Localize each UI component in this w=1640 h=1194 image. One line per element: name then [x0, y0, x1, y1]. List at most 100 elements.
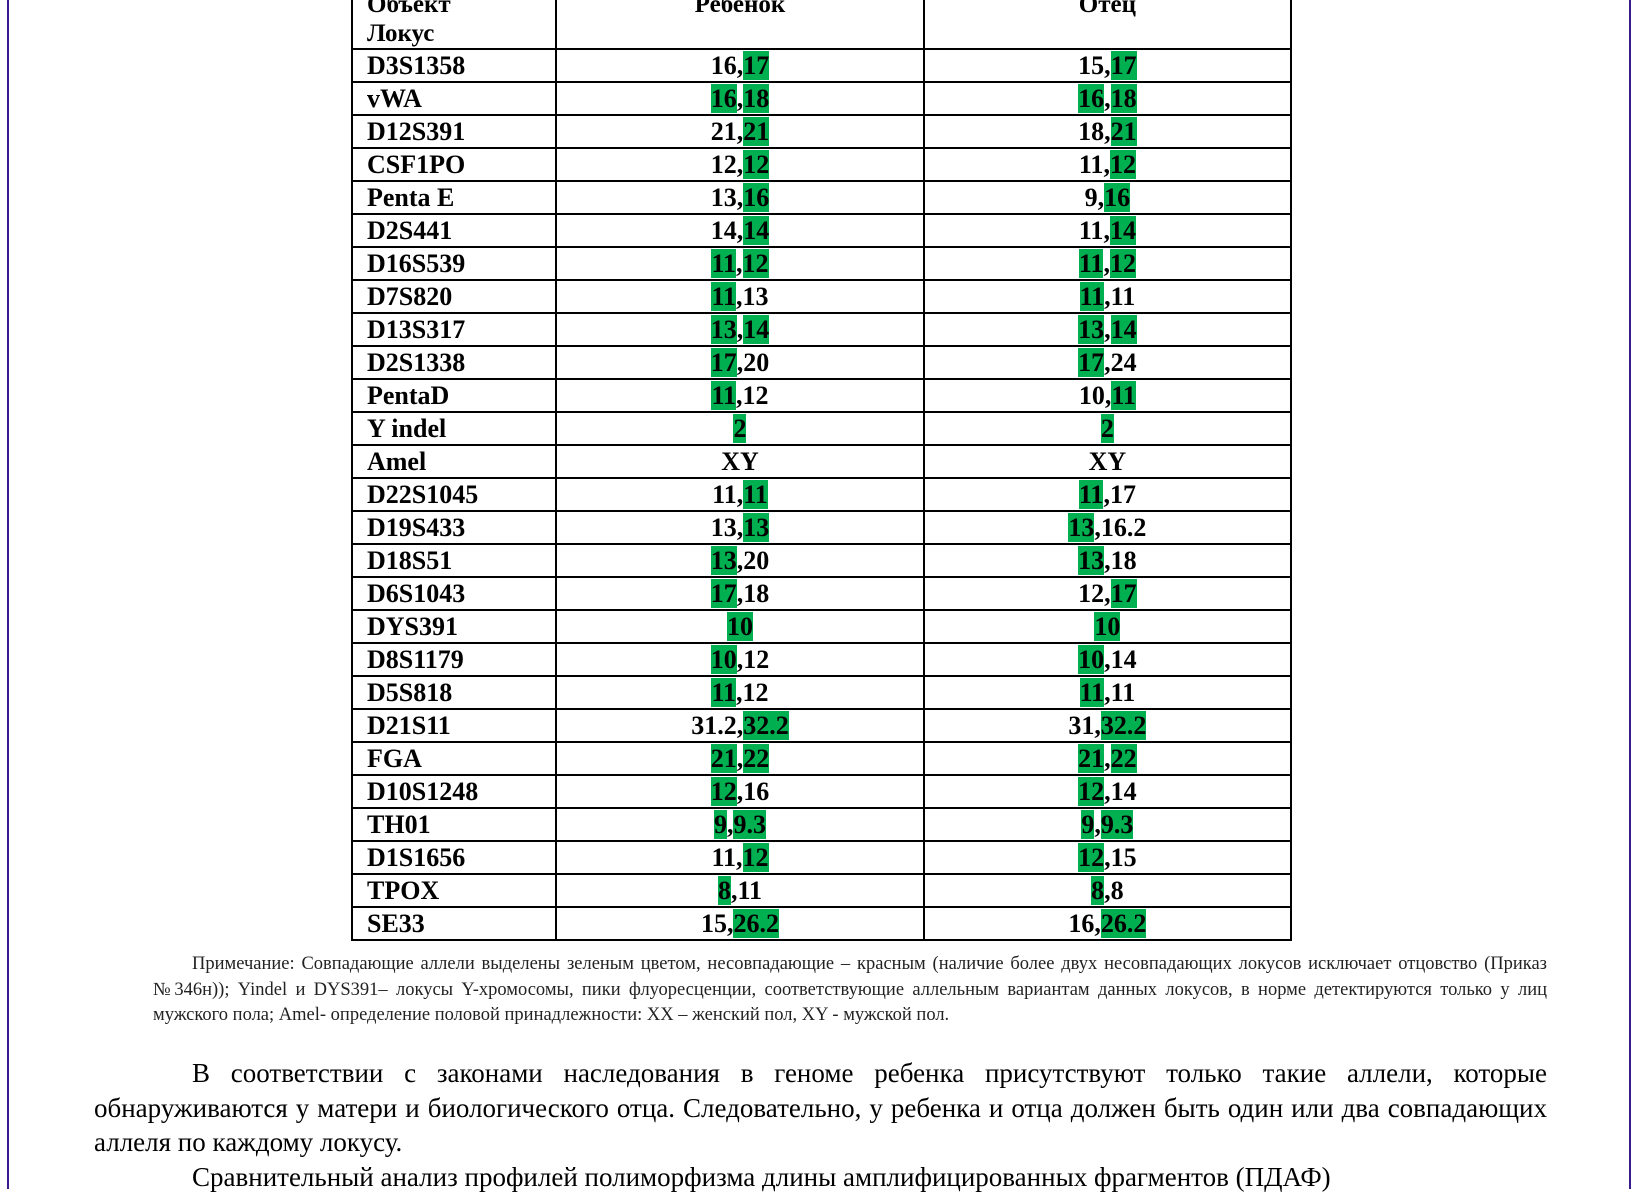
allele-match: 12 [743, 249, 769, 278]
allele-separator: , [1103, 150, 1110, 179]
paragraph: В соответствии с законами наследования в… [94, 1056, 1547, 1160]
child-alleles-cell: 12,16 [556, 775, 924, 808]
allele-match: 17 [1111, 579, 1137, 608]
allele-match: 12 [1110, 150, 1136, 179]
allele: 20 [743, 348, 769, 377]
allele: 14 [711, 216, 737, 245]
allele: XY [1089, 447, 1127, 476]
allele-match: 2 [1101, 414, 1114, 443]
allele-match: 16 [743, 183, 769, 212]
allele-match: 9.3 [1101, 810, 1134, 839]
allele-match: 13 [711, 546, 737, 575]
locus-cell: D12S391 [352, 115, 556, 148]
child-alleles-cell: 21,22 [556, 742, 924, 775]
allele-match: 21 [1111, 117, 1137, 146]
allele-match: 22 [1111, 744, 1137, 773]
allele: 9 [1085, 183, 1098, 212]
child-alleles-cell: 11,12 [556, 841, 924, 874]
allele-match: 14 [743, 216, 769, 245]
child-alleles-cell: 16,17 [556, 49, 924, 82]
father-alleles-cell: 13,16.2 [924, 511, 1291, 544]
locus-cell: TH01 [352, 808, 556, 841]
header-locus-label: Локус [367, 20, 434, 47]
allele: 12 [743, 645, 769, 674]
allele: 12 [743, 678, 769, 707]
locus-cell: D2S1338 [352, 346, 556, 379]
allele: 15 [701, 909, 727, 938]
allele-match: 9 [714, 810, 727, 839]
locus-cell: D21S11 [352, 709, 556, 742]
locus-cell: Amel [352, 445, 556, 478]
allele: 12 [1078, 579, 1104, 608]
allele-match: 22 [743, 744, 769, 773]
header-object-label: Объект [367, 0, 451, 18]
allele-separator: , [736, 249, 743, 278]
allele: 11 [1111, 678, 1136, 707]
allele-match: 10 [1094, 612, 1120, 641]
locus-cell: D19S433 [352, 511, 556, 544]
father-alleles-cell: 12,17 [924, 577, 1291, 610]
child-alleles-cell: 31.2,32.2 [556, 709, 924, 742]
allele-match: 17 [1078, 348, 1104, 377]
locus-cell: D2S441 [352, 214, 556, 247]
allele-match: 13 [711, 315, 737, 344]
allele-match: 14 [743, 315, 769, 344]
locus-cell: D22S1045 [352, 478, 556, 511]
allele-match: 17 [743, 51, 769, 80]
allele: 15 [1078, 51, 1104, 80]
allele: 11 [711, 843, 736, 872]
header-child: Ребенок [556, 0, 924, 49]
allele-match: 16 [1104, 183, 1130, 212]
father-alleles-cell: 8,8 [924, 874, 1291, 907]
father-alleles-cell: 11,12 [924, 148, 1291, 181]
locus-cell: Penta E [352, 181, 556, 214]
father-alleles-cell: 12,15 [924, 841, 1291, 874]
child-alleles-cell: 21,21 [556, 115, 924, 148]
allele: 16.2 [1101, 513, 1147, 542]
page-frame-right [1629, 0, 1631, 1189]
allele: 12 [743, 381, 769, 410]
father-alleles-cell: 13,14 [924, 313, 1291, 346]
allele-match: 8 [1091, 876, 1104, 905]
allele-match: 13 [743, 513, 769, 542]
child-alleles-cell: 13,16 [556, 181, 924, 214]
locus-cell: SE33 [352, 907, 556, 940]
allele-separator: , [1094, 810, 1101, 839]
allele-match: 11 [1111, 381, 1136, 410]
father-alleles-cell: 10,11 [924, 379, 1291, 412]
allele-separator: , [1104, 84, 1111, 113]
allele-match: 11 [1079, 480, 1104, 509]
allele-match: 8 [718, 876, 731, 905]
allele-match: 14 [1110, 216, 1136, 245]
locus-cell: D3S1358 [352, 49, 556, 82]
allele: 11 [737, 876, 762, 905]
child-alleles-cell: 11,12 [556, 379, 924, 412]
child-alleles-cell: 17,20 [556, 346, 924, 379]
father-alleles-cell: 2 [924, 412, 1291, 445]
allele-match: 12 [1078, 843, 1104, 872]
allele-match: 13 [1078, 546, 1104, 575]
allele-match: 12 [743, 843, 769, 872]
locus-cell: D7S820 [352, 280, 556, 313]
header-locus: Объект Локус [352, 0, 556, 49]
table-note: Примечание: Совпадающие аллели выделены … [153, 952, 1547, 1029]
allele-separator: , [1104, 51, 1111, 80]
allele-match: 18 [1111, 84, 1137, 113]
locus-cell: TPOX [352, 874, 556, 907]
allele-match: 18 [743, 84, 769, 113]
father-alleles-cell: 11,14 [924, 214, 1291, 247]
allele-match: 16 [711, 84, 737, 113]
